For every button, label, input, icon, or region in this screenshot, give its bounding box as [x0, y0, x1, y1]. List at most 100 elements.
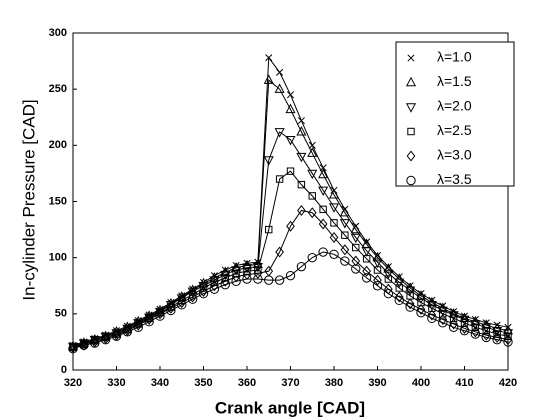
data-point	[481, 332, 491, 343]
legend-marker	[405, 76, 417, 87]
data-point	[264, 275, 274, 285]
data-point	[241, 264, 253, 274]
legend-label: λ=2.0	[437, 98, 472, 114]
data-point	[362, 255, 371, 263]
data-point	[373, 266, 382, 274]
y-tick-label: 200	[49, 139, 67, 151]
x-tick-label: 320	[64, 377, 82, 389]
data-point	[285, 270, 296, 281]
legend-label: λ=3.5	[437, 171, 472, 187]
legend-marker	[405, 103, 417, 113]
y-tick-label: 250	[49, 83, 67, 95]
series-line	[72, 251, 509, 350]
data-point	[198, 288, 209, 299]
data-point	[405, 298, 415, 310]
data-point	[340, 244, 350, 256]
data-point	[123, 325, 132, 337]
data-point	[459, 325, 470, 336]
data-point	[297, 180, 306, 189]
data-point	[372, 258, 383, 268]
data-point	[296, 261, 307, 272]
x-axis-label: Crank angle [CAD]	[215, 398, 365, 417]
data-point	[274, 275, 285, 285]
data-point	[253, 267, 263, 279]
data-point	[209, 276, 220, 286]
data-point	[428, 304, 436, 312]
data-point	[79, 340, 89, 350]
data-point	[340, 256, 350, 266]
data-point	[275, 175, 284, 183]
data-point	[252, 262, 263, 273]
data-point	[394, 278, 405, 289]
data-point	[319, 205, 327, 214]
data-point	[286, 220, 295, 232]
legend-marker	[407, 54, 415, 62]
data-point	[263, 156, 274, 166]
data-point	[220, 279, 230, 290]
x-tick-label: 370	[281, 377, 299, 389]
data-point	[328, 203, 340, 213]
data-point	[220, 275, 230, 287]
data-point	[383, 263, 394, 273]
x-tick-label: 380	[325, 377, 343, 389]
data-point	[68, 343, 78, 354]
data-point	[79, 339, 89, 351]
y-tick-label: 150	[49, 195, 67, 207]
y-tick-label: 100	[49, 252, 67, 264]
data-point	[263, 74, 274, 84]
data-point	[383, 269, 394, 280]
data-point	[296, 126, 307, 136]
data-point	[265, 54, 273, 62]
data-point	[361, 273, 372, 283]
data-point	[274, 128, 285, 138]
data-point	[449, 314, 458, 323]
data-point	[275, 246, 284, 258]
data-point	[242, 274, 252, 284]
data-point	[481, 323, 492, 334]
x-tick-label: 340	[151, 377, 169, 389]
data-point	[405, 286, 416, 297]
legend-marker	[406, 150, 416, 162]
data-point	[372, 251, 383, 262]
data-point	[339, 206, 350, 217]
data-point	[122, 327, 133, 337]
data-point	[449, 318, 458, 330]
data-point	[459, 315, 470, 326]
data-point	[330, 219, 338, 227]
data-point	[448, 308, 459, 318]
data-point	[68, 342, 78, 354]
data-point	[276, 68, 284, 76]
data-point	[448, 322, 459, 333]
x-tick-label: 400	[412, 377, 430, 389]
data-point	[341, 231, 349, 239]
data-point	[427, 309, 437, 321]
data-point	[329, 231, 339, 243]
data-point	[394, 291, 404, 303]
data-point	[361, 247, 372, 257]
data-point	[187, 287, 198, 298]
data-point	[90, 338, 100, 348]
data-point	[231, 266, 242, 276]
data-point	[209, 284, 220, 294]
data-point	[426, 301, 437, 311]
data-point	[318, 218, 328, 230]
data-point	[470, 329, 481, 339]
data-point	[133, 322, 143, 333]
data-point	[470, 320, 481, 330]
data-point	[438, 313, 448, 325]
legend-box	[395, 41, 515, 187]
data-point	[308, 192, 316, 200]
data-point	[448, 311, 459, 321]
data-point	[177, 300, 187, 310]
data-point	[417, 298, 425, 307]
data-point	[187, 294, 198, 304]
data-point	[372, 281, 383, 291]
y-axis-label: In-cylinder Pressure [CAD]	[19, 99, 38, 300]
data-point	[394, 295, 404, 306]
data-point	[318, 247, 328, 257]
data-point	[502, 329, 514, 339]
data-point	[285, 103, 296, 114]
data-point	[286, 91, 295, 99]
